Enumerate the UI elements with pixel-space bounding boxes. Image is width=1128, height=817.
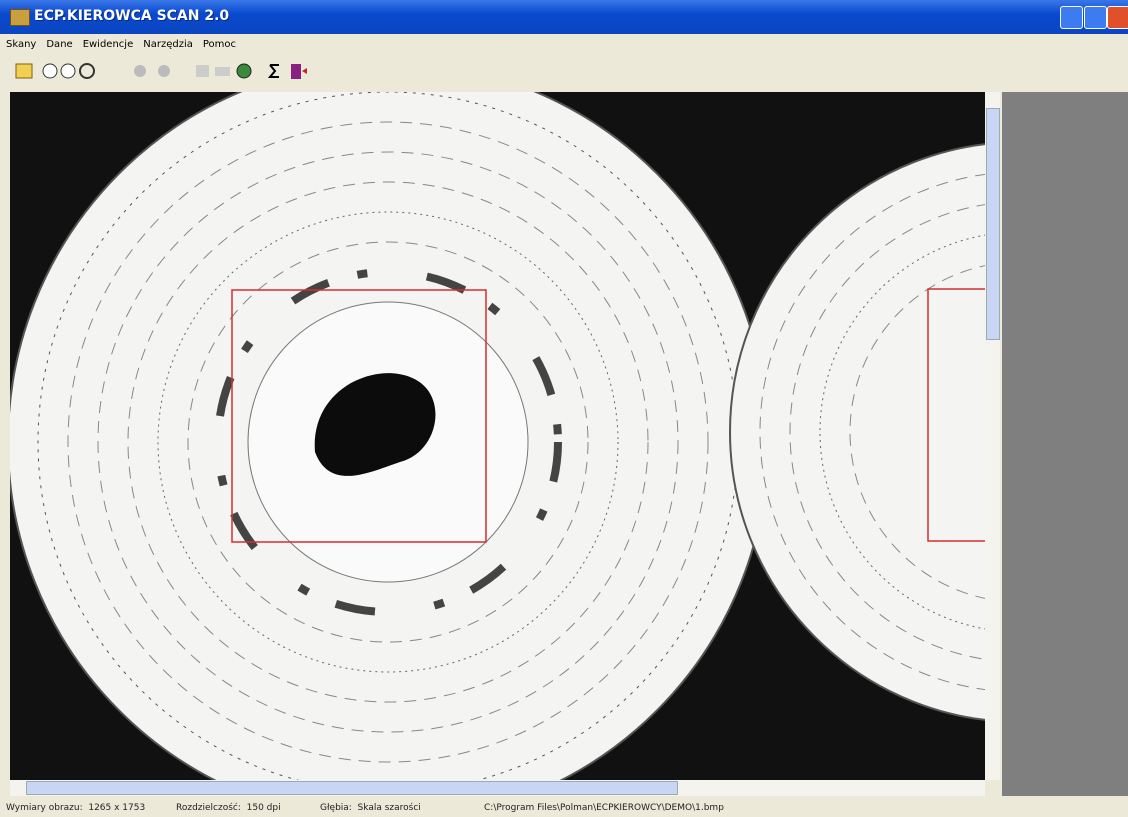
scroll-thumb[interactable] (986, 108, 1000, 340)
tool-rotate-right[interactable] (80, 64, 94, 78)
status-bar: Wymiary obrazu: 1265 x 1753 Rozdzielczoś… (0, 799, 1128, 817)
tachograph-scan (10, 92, 985, 780)
close-button[interactable] (1107, 6, 1128, 29)
title-bar: ECP.KIEROWCA SCAN 2.0 (0, 0, 1128, 34)
menu-item[interactable]: Narzędzia (137, 36, 197, 50)
tool-disabled-2[interactable] (158, 65, 170, 77)
status-path: C:\Program Files\Polman\ECPKIEROWCY\DEMO… (484, 803, 724, 813)
tool-save[interactable] (196, 65, 209, 77)
tool-disabled-1[interactable] (134, 65, 146, 77)
status-dimensions: Wymiary obrazu: 1265 x 1753 (6, 803, 145, 813)
tool-print[interactable] (215, 67, 230, 76)
app-icon (10, 9, 30, 26)
tool-scan[interactable] (43, 64, 57, 78)
scan-viewer (10, 92, 985, 780)
status-resolution: Rozdzielczość: 150 dpi (176, 803, 281, 813)
app-window: ECP.KIEROWCA SCAN 2.0 SkanyDaneEwidencje… (0, 0, 1128, 817)
tool-open[interactable] (16, 64, 32, 78)
minimize-button[interactable] (1060, 6, 1083, 29)
menu-item[interactable]: Skany (0, 36, 40, 50)
status-depth: Głębia: Skala szarości (320, 803, 421, 813)
tachograph-disc-main (10, 92, 768, 780)
tachograph-disc-second (730, 142, 985, 722)
empty-area (1002, 92, 1128, 796)
menu-item[interactable]: Pomoc (197, 36, 240, 50)
menu-item[interactable]: Dane (40, 36, 76, 50)
tool-sum[interactable] (270, 65, 279, 77)
horizontal-scrollbar[interactable] (10, 780, 985, 796)
scroll-thumb[interactable] (26, 781, 678, 795)
window-title: ECP.KIEROWCA SCAN 2.0 (34, 8, 229, 24)
tool-rotate-left[interactable] (61, 64, 75, 78)
toolbar (0, 58, 1128, 88)
tool-analyze[interactable] (237, 64, 251, 78)
vertical-scrollbar[interactable] (985, 92, 1000, 780)
menu-item[interactable]: Ewidencje (77, 36, 138, 50)
maximize-button[interactable] (1084, 6, 1107, 29)
tool-exit[interactable] (291, 64, 307, 79)
